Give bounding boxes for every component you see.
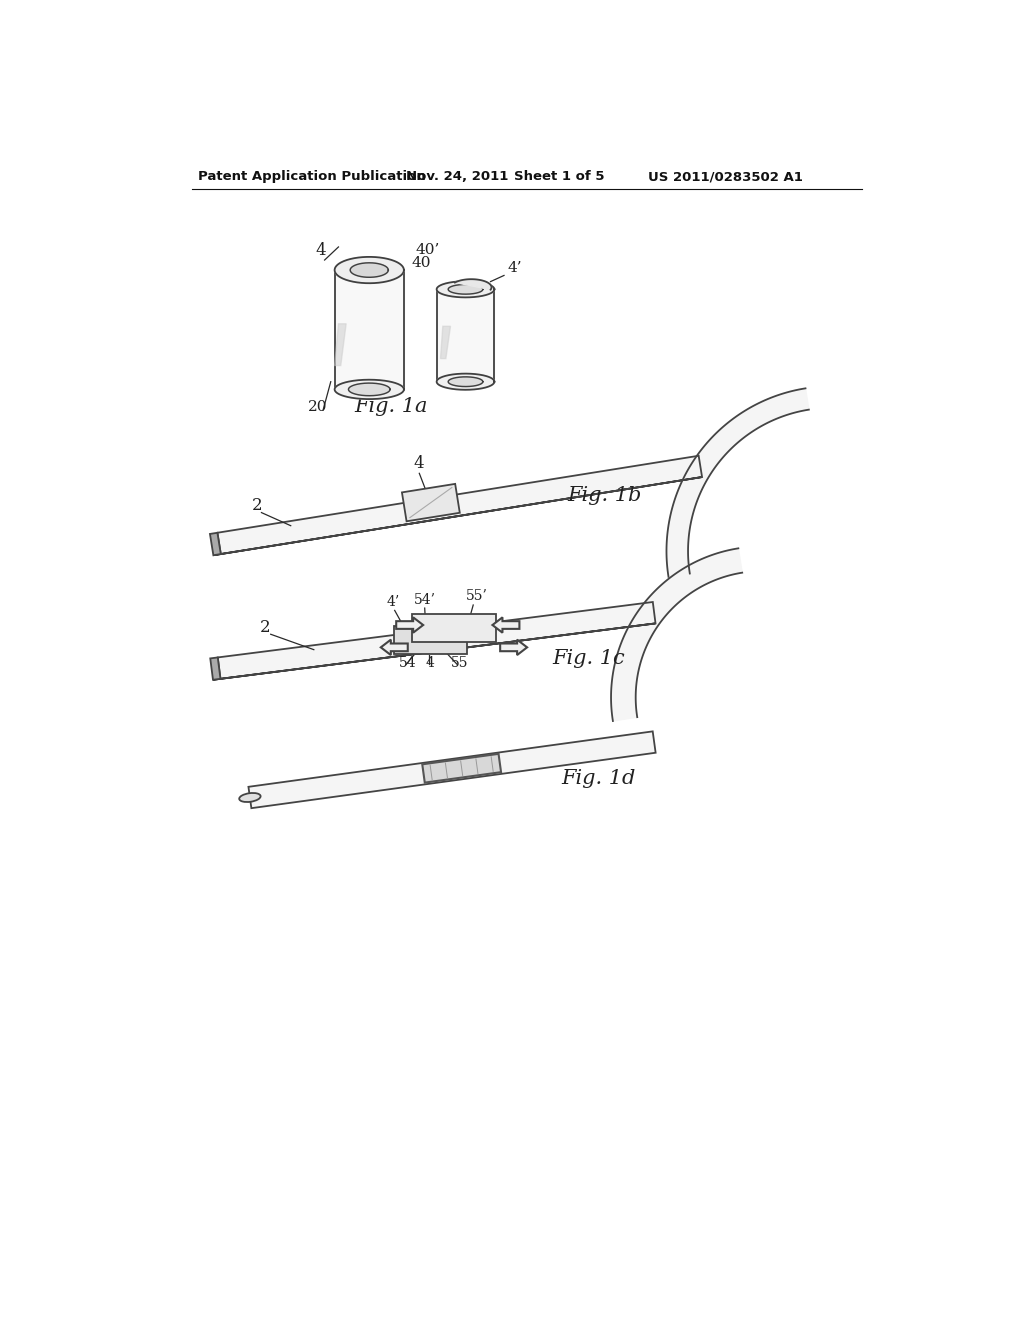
Polygon shape (335, 323, 346, 366)
Text: Nov. 24, 2011: Nov. 24, 2011 (407, 170, 509, 183)
Polygon shape (335, 271, 403, 389)
Text: Fig. 1c: Fig. 1c (553, 649, 626, 668)
Polygon shape (436, 281, 495, 297)
Text: Fig. 1a: Fig. 1a (354, 397, 427, 416)
Polygon shape (381, 640, 408, 655)
Polygon shape (440, 326, 451, 359)
Text: 20: 20 (307, 400, 327, 414)
Text: 4: 4 (425, 656, 434, 671)
Polygon shape (396, 618, 423, 632)
Text: Fig. 1d: Fig. 1d (562, 770, 636, 788)
Text: 54: 54 (398, 656, 416, 671)
Polygon shape (218, 602, 655, 678)
Polygon shape (394, 626, 467, 653)
Polygon shape (412, 614, 497, 642)
Text: 4: 4 (414, 455, 425, 471)
Polygon shape (449, 376, 483, 387)
Polygon shape (436, 374, 495, 389)
Text: 55: 55 (451, 656, 468, 671)
Text: US 2011/0283502 A1: US 2011/0283502 A1 (648, 170, 803, 183)
Polygon shape (335, 380, 403, 399)
Polygon shape (449, 284, 483, 294)
Text: 4: 4 (315, 242, 326, 259)
Text: 40: 40 (412, 256, 431, 271)
Ellipse shape (240, 793, 260, 803)
Polygon shape (455, 280, 492, 289)
Polygon shape (667, 388, 809, 577)
Polygon shape (350, 263, 388, 277)
Text: 55’: 55’ (466, 590, 487, 603)
Polygon shape (210, 657, 220, 680)
Text: Sheet 1 of 5: Sheet 1 of 5 (514, 170, 604, 183)
Polygon shape (217, 455, 702, 554)
Text: 2: 2 (252, 498, 263, 515)
Text: 4’: 4’ (387, 595, 400, 609)
Polygon shape (500, 640, 527, 655)
Text: Patent Application Publication: Patent Application Publication (199, 170, 426, 183)
Polygon shape (436, 289, 495, 381)
Text: 54’: 54’ (414, 593, 436, 607)
Polygon shape (213, 623, 655, 680)
Polygon shape (249, 731, 655, 808)
Polygon shape (210, 533, 221, 556)
Text: 2: 2 (260, 619, 270, 636)
Polygon shape (213, 477, 702, 556)
Polygon shape (402, 484, 460, 521)
Polygon shape (348, 383, 390, 396)
Polygon shape (335, 257, 403, 284)
Text: 4’: 4’ (508, 261, 522, 276)
Polygon shape (422, 754, 501, 783)
Text: Fig. 1b: Fig. 1b (567, 486, 641, 506)
Polygon shape (611, 548, 742, 721)
Polygon shape (493, 618, 519, 632)
Text: 40’: 40’ (416, 243, 440, 257)
